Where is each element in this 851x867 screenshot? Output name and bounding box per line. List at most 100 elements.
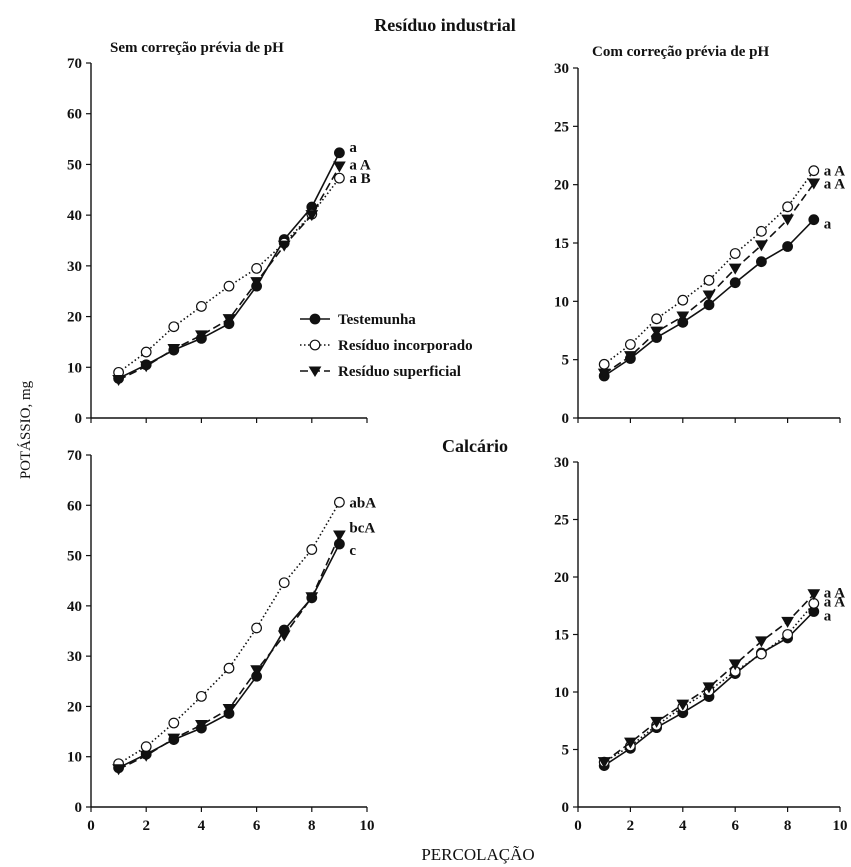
y-tick-label: 50 <box>67 549 82 565</box>
point-residuo-superficial <box>250 665 263 677</box>
y-tick-label: 10 <box>554 685 569 701</box>
x-axis-label: PERCOLAÇÃO <box>421 845 534 864</box>
point-residuo-incorporado <box>334 172 345 184</box>
point-residuo-superficial <box>755 636 768 648</box>
point-testemunha <box>729 277 741 289</box>
row-title-calcario: Calcário <box>442 436 508 456</box>
series-line-testemunha <box>118 543 341 769</box>
legend-label-superficial: Resíduo superficial <box>338 364 461 380</box>
point-residuo-incorporado <box>651 313 662 325</box>
x-tick-label: 4 <box>198 818 206 834</box>
y-tick-label: 0 <box>562 411 570 427</box>
point-testemunha <box>756 256 767 268</box>
point-residuo-incorporado <box>677 294 689 306</box>
y-tick-label: 15 <box>554 236 569 252</box>
x-tick-label: 2 <box>142 818 150 834</box>
annotation-label: a A <box>824 177 845 193</box>
annotation-label: a A <box>824 594 845 610</box>
x-tick-label: 6 <box>253 818 261 834</box>
legend: Testemunha Resíduo incorporado Resíduo s… <box>300 312 473 380</box>
point-residuo-superficial <box>807 178 821 190</box>
row-title-industrial: Resíduo industrial <box>374 15 516 35</box>
y-tick-label: 5 <box>562 353 570 369</box>
series-line-residuo-incorporado <box>603 602 815 763</box>
y-tick-label: 60 <box>67 498 82 514</box>
x-tick-label: 10 <box>360 818 375 834</box>
legend-label-testemunha: Testemunha <box>338 312 416 328</box>
point-residuo-superficial <box>139 750 153 762</box>
point-residuo-incorporado <box>278 577 290 589</box>
x-tick-label: 6 <box>731 818 739 834</box>
legend-marker-testemunha <box>309 313 321 325</box>
y-axis-label: POTÁSSIO, mg <box>17 380 34 479</box>
x-tick-label: 4 <box>679 818 687 834</box>
y-tick-label: 20 <box>554 570 569 586</box>
point-testemunha <box>334 147 345 159</box>
point-residuo-superficial <box>702 290 716 302</box>
y-tick-label: 70 <box>67 448 82 464</box>
legend-marker-incorporado <box>309 339 321 351</box>
point-residuo-superficial <box>781 616 794 628</box>
point-residuo-superficial <box>624 351 637 363</box>
y-tick-label: 50 <box>67 157 82 173</box>
y-tick-label: 40 <box>67 599 82 615</box>
y-tick-label: 0 <box>75 411 83 427</box>
series-line-residuo-superficial <box>603 183 815 375</box>
point-residuo-superficial <box>728 263 742 275</box>
y-tick-label: 0 <box>562 800 570 816</box>
annotation-label: a <box>349 140 357 156</box>
y-tick-label: 40 <box>67 208 82 224</box>
point-testemunha <box>808 214 820 226</box>
point-residuo-incorporado <box>756 648 767 660</box>
annotation-label: bcA <box>349 520 375 536</box>
point-residuo-superficial <box>755 240 768 252</box>
point-residuo-incorporado <box>334 496 345 508</box>
point-residuo-incorporado <box>306 544 318 555</box>
point-residuo-incorporado <box>223 280 235 292</box>
point-residuo-incorporado <box>251 622 263 634</box>
point-residuo-superficial <box>676 311 690 323</box>
point-residuo-superficial <box>167 733 181 745</box>
y-tick-label: 70 <box>67 56 82 72</box>
point-residuo-superficial <box>195 330 208 342</box>
y-tick-label: 30 <box>554 61 569 77</box>
point-residuo-superficial <box>728 659 742 671</box>
y-tick-label: 20 <box>554 178 569 194</box>
y-tick-label: 25 <box>554 119 569 135</box>
point-residuo-superficial <box>222 703 236 715</box>
point-residuo-incorporado <box>140 741 152 753</box>
point-residuo-incorporado <box>756 225 767 237</box>
point-residuo-superficial <box>222 314 236 326</box>
annotation-label: abA <box>349 495 376 511</box>
y-tick-label: 30 <box>67 649 82 665</box>
series-line-residuo-incorporado <box>603 170 815 365</box>
legend-marker-superficial <box>308 366 322 377</box>
y-tick-label: 25 <box>554 513 569 529</box>
point-residuo-incorporado <box>195 690 207 702</box>
point-residuo-incorporado <box>168 321 180 333</box>
annotation-label: a A <box>824 585 845 601</box>
y-tick-label: 10 <box>554 294 569 310</box>
chart-panel-1: 0 10 20 30 40 50 60 70 aa Aa B <box>67 56 371 427</box>
y-tick-label: 20 <box>67 699 82 715</box>
point-residuo-superficial <box>807 589 821 601</box>
point-residuo-superficial <box>676 699 690 711</box>
point-residuo-superficial <box>195 720 208 732</box>
y-tick-label: 10 <box>67 360 82 376</box>
point-residuo-incorporado <box>782 629 793 640</box>
y-tick-label: 10 <box>67 750 82 766</box>
point-residuo-incorporado <box>223 662 235 674</box>
x-tick-label: 8 <box>784 818 792 834</box>
point-residuo-superficial <box>305 592 319 604</box>
series-line-residuo-superficial <box>603 593 815 763</box>
x-tick-label: 0 <box>87 818 95 834</box>
col-title-sem-correcao: Sem correção prévia de pH <box>110 40 284 56</box>
point-residuo-superficial <box>250 277 263 289</box>
annotation-label: a A <box>349 157 370 173</box>
point-residuo-superficial <box>650 716 663 728</box>
point-residuo-superficial <box>597 757 611 769</box>
point-residuo-superficial <box>167 344 181 356</box>
point-residuo-superficial <box>333 161 346 173</box>
